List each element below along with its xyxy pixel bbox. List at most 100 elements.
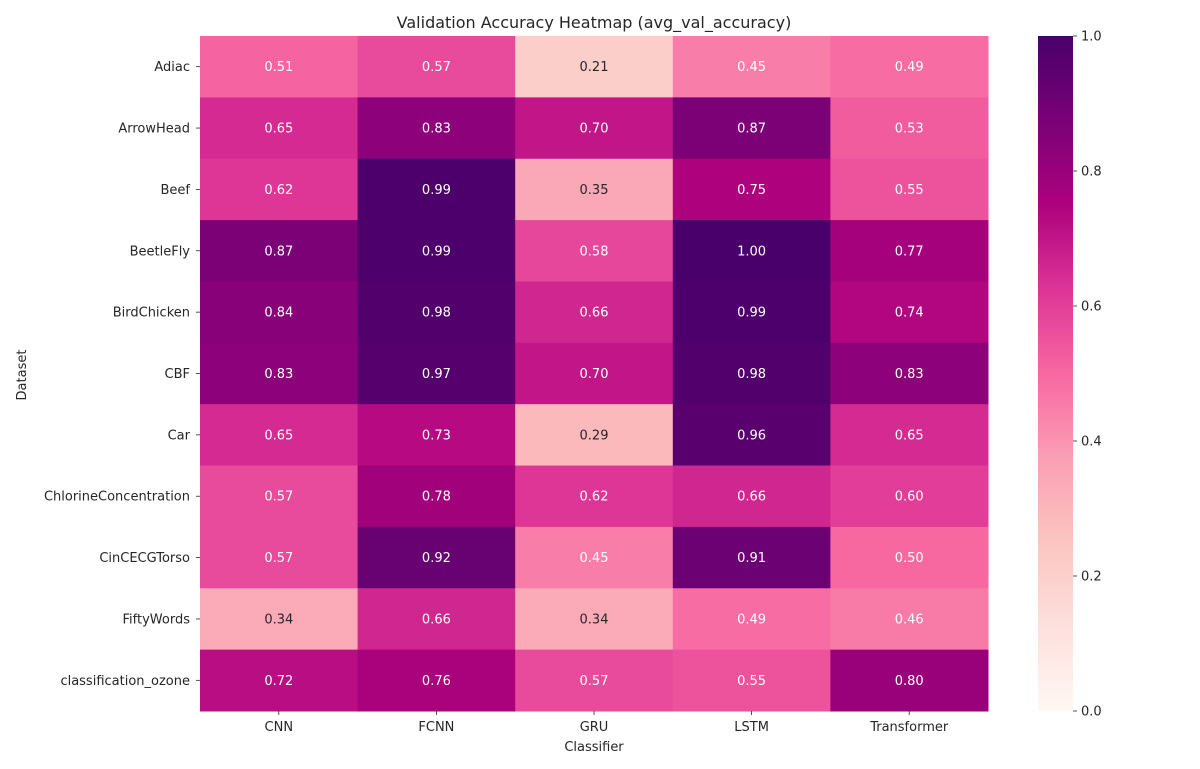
- colorbar-tick-label: 1.0: [1081, 30, 1102, 45]
- cell-value-label: 0.53: [895, 122, 924, 137]
- heatmap-cell: [515, 649, 674, 712]
- heatmap-cell: [357, 36, 516, 98]
- cell-value-label: 0.87: [737, 122, 766, 137]
- cell-value-label: 0.55: [737, 674, 766, 689]
- heatmap-cell: [672, 404, 831, 467]
- cell-value-label: 0.87: [264, 244, 293, 259]
- cell-value-label: 0.49: [895, 60, 924, 75]
- cell-value-label: 0.65: [264, 428, 293, 443]
- cell-value-label: 0.77: [895, 244, 924, 259]
- heatmap-cell: [830, 588, 989, 651]
- cell-value-label: 0.99: [422, 244, 451, 259]
- cell-value-label: 0.70: [580, 367, 609, 382]
- cell-value-label: 0.62: [580, 490, 609, 505]
- cell-value-label: 0.60: [895, 490, 924, 505]
- heatmap-cells: 0.51 0.57 0.21 0.45 0.49 0.65 0.83 0.70 0.87 0.53…: [200, 36, 989, 712]
- heatmap-cell: [357, 404, 516, 467]
- cell-value-label: 0.66: [580, 306, 609, 321]
- cell-value-label: 0.55: [895, 183, 924, 198]
- heatmap-cell: [830, 158, 989, 221]
- cell-value-label: 0.74: [895, 306, 924, 321]
- cell-value-label: 0.70: [580, 122, 609, 137]
- heatmap-cell: [672, 220, 831, 282]
- cell-value-label: 0.72: [264, 674, 293, 689]
- colorbar-tick-label: 0.8: [1081, 165, 1102, 180]
- heatmap-cell: [830, 649, 989, 712]
- heatmap-cell: [830, 220, 989, 282]
- x-tick-label: LSTM: [734, 720, 769, 735]
- heatmap-cell: [672, 342, 831, 405]
- cell-value-label: 0.34: [580, 612, 609, 627]
- row-labels: Adiac ArrowHead Beef BeetleFly BirdChicken CB…: [44, 60, 200, 689]
- cell-value-label: 0.51: [264, 60, 293, 75]
- cell-value-label: 0.97: [422, 367, 451, 382]
- colorbar-gradient: [1038, 36, 1073, 711]
- cell-value-label: 0.73: [422, 428, 451, 443]
- cell-value-label: 0.92: [422, 551, 451, 566]
- heatmap-cell: [200, 526, 359, 589]
- cell-value-label: 0.45: [737, 60, 766, 75]
- cell-value-label: 0.65: [264, 122, 293, 137]
- heatmap-cell: [672, 588, 831, 651]
- y-tick-label: Car: [168, 428, 191, 443]
- y-tick-label: FiftyWords: [123, 612, 191, 627]
- cell-value-label: 0.83: [264, 367, 293, 382]
- cell-value-label: 0.99: [422, 183, 451, 198]
- cell-value-label: 0.65: [895, 428, 924, 443]
- cell-value-label: 0.83: [422, 122, 451, 137]
- heatmap-cell: [200, 281, 359, 344]
- heatmap-cell: [357, 465, 516, 528]
- colorbar-tick-label: 0.6: [1081, 300, 1102, 315]
- heatmap-cell: [200, 404, 359, 467]
- cell-value-label: 0.35: [580, 183, 609, 198]
- cell-value-label: 0.98: [737, 367, 766, 382]
- heatmap-cell: [672, 36, 831, 98]
- heatmap-cell: [830, 97, 989, 160]
- heatmap-cell: [515, 158, 674, 221]
- heatmap-cell: [357, 97, 516, 160]
- heatmap-cell: [357, 220, 516, 282]
- heatmap-cell: [200, 588, 359, 651]
- heatmap-cell: [515, 342, 674, 405]
- cell-value-label: 0.57: [422, 60, 451, 75]
- heatmap-cell: [830, 281, 989, 344]
- heatmap-cell: [200, 649, 359, 712]
- x-tick-label: Transformer: [869, 720, 949, 735]
- cell-value-label: 0.96: [737, 428, 766, 443]
- heatmap-cell: [515, 36, 674, 98]
- cell-value-label: 0.57: [264, 490, 293, 505]
- x-tick-label: CNN: [265, 720, 294, 735]
- cell-value-label: 0.91: [737, 551, 766, 566]
- y-tick-label: classification_ozone: [60, 674, 190, 689]
- y-tick-label: Beef: [161, 183, 191, 198]
- cell-value-label: 0.83: [895, 367, 924, 382]
- x-tick-label: FCNN: [418, 720, 454, 735]
- heatmap-cell: [357, 158, 516, 221]
- heatmap-cell: [200, 97, 359, 160]
- y-tick-label: ChlorineConcentration: [44, 490, 190, 505]
- x-axis-label: Classifier: [564, 740, 624, 755]
- heatmap-cell: [515, 404, 674, 467]
- y-tick-label: CBF: [165, 367, 190, 382]
- heatmap-cell: [830, 342, 989, 405]
- heatmap-cell: [672, 97, 831, 160]
- cell-value-label: 0.76: [422, 674, 451, 689]
- column-labels: CNN FCNN GRU LSTM Transformer: [265, 711, 949, 735]
- cell-value-label: 0.66: [737, 490, 766, 505]
- cell-value-label: 0.57: [580, 674, 609, 689]
- y-tick-label: BirdChicken: [113, 306, 190, 321]
- heatmap-cell: [672, 158, 831, 221]
- cell-value-label: 0.75: [737, 183, 766, 198]
- cell-value-label: 1.00: [737, 244, 766, 259]
- heatmap-cell: [830, 526, 989, 589]
- colorbar-ticks: 0.0 0.2 0.4 0.6 0.8 1.0: [1073, 30, 1102, 720]
- heatmap-cell: [672, 465, 831, 528]
- chart-title: Validation Accuracy Heatmap (avg_val_acc…: [397, 13, 792, 33]
- cell-value-label: 0.50: [895, 551, 924, 566]
- y-tick-label: ArrowHead: [118, 122, 190, 137]
- heatmap-cell: [515, 526, 674, 589]
- heatmap-cell: [672, 649, 831, 712]
- y-tick-label: Adiac: [154, 60, 190, 75]
- cell-value-label: 0.29: [580, 428, 609, 443]
